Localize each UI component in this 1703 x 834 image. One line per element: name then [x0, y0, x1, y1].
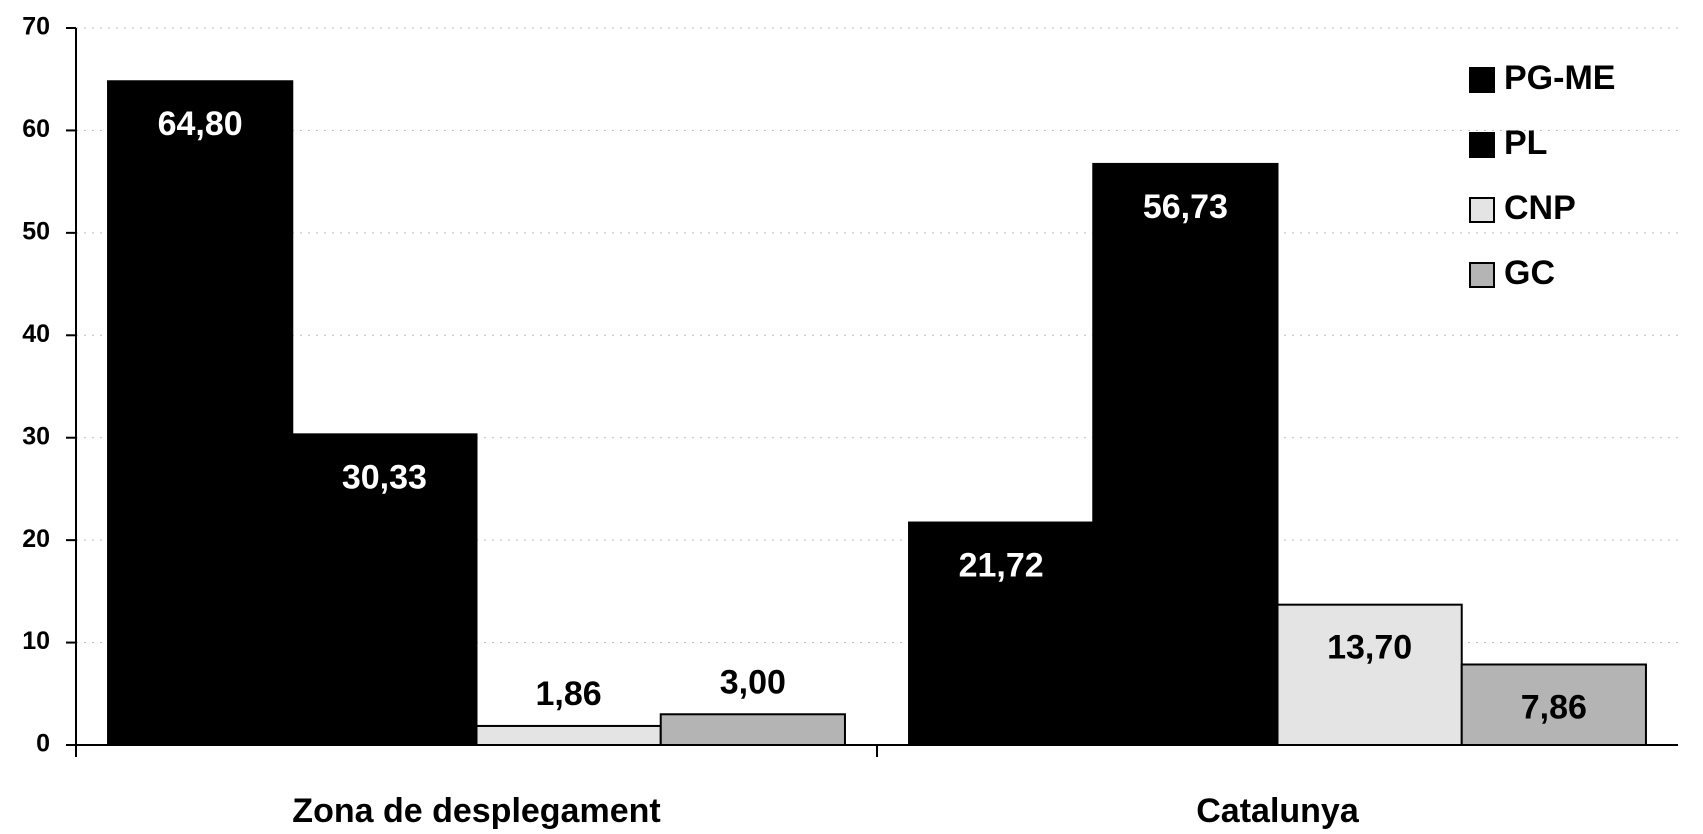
- bar: [107, 80, 294, 746]
- bar: [1092, 162, 1279, 746]
- value-label: 64,80: [158, 105, 243, 143]
- bar: [475, 724, 662, 747]
- legend-swatch: [1469, 197, 1495, 223]
- x-tick-label: Zona de desplegament: [292, 792, 660, 830]
- y-tick-label: 20: [22, 525, 50, 553]
- value-label: 30,33: [342, 458, 427, 496]
- legend-swatch: [1469, 67, 1495, 93]
- value-label: 13,70: [1327, 629, 1412, 667]
- y-tick-label: 0: [36, 730, 50, 758]
- value-label: 7,86: [1521, 688, 1587, 726]
- legend-label: PG-ME: [1504, 59, 1615, 97]
- bar: [1276, 603, 1463, 746]
- y-tick-label: 10: [22, 627, 50, 655]
- value-label: 56,73: [1143, 188, 1228, 226]
- y-tick-label: 40: [22, 320, 50, 348]
- legend-swatch: [1469, 132, 1495, 158]
- bar: [1460, 663, 1647, 747]
- value-label: 3,00: [720, 663, 786, 701]
- legend-label: GC: [1504, 254, 1555, 292]
- value-label: 21,72: [959, 547, 1044, 585]
- x-tick-label: Catalunya: [1196, 792, 1360, 830]
- legend-label: CNP: [1504, 189, 1576, 227]
- legend-label: PL: [1504, 124, 1547, 162]
- value-label: 1,86: [536, 675, 602, 713]
- bar: [908, 521, 1095, 746]
- y-tick-label: 30: [22, 422, 50, 450]
- y-tick-label: 60: [22, 115, 50, 143]
- legend-swatch: [1469, 262, 1495, 288]
- bar: [291, 433, 478, 746]
- y-tick-label: 50: [22, 217, 50, 245]
- y-tick-label: 70: [22, 13, 50, 41]
- bar: [659, 713, 846, 746]
